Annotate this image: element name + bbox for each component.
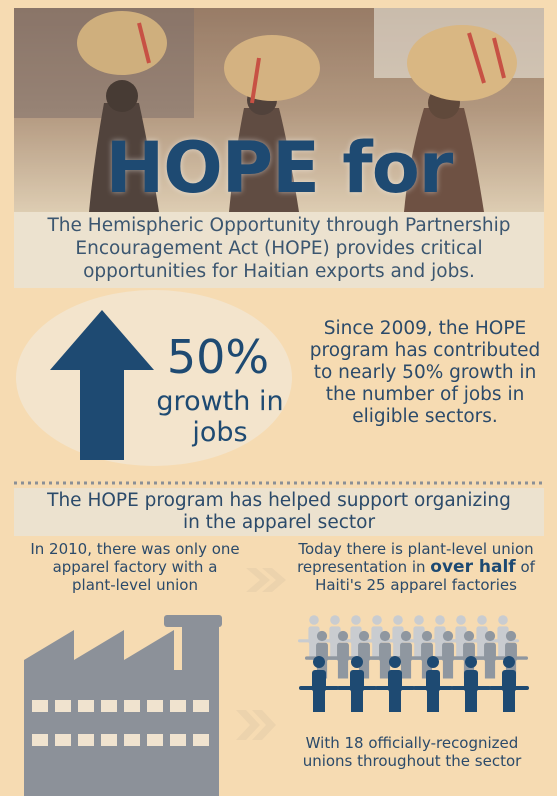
stat-description: Since 2009, the HOPE program has contrib… — [309, 318, 541, 427]
person-icon — [489, 656, 529, 712]
head — [435, 615, 445, 625]
head — [309, 615, 319, 625]
stat-graphic — [14, 290, 544, 485]
head — [414, 615, 424, 625]
legs — [337, 659, 349, 679]
factory-window — [170, 700, 186, 712]
factory-window — [193, 700, 209, 712]
legs — [414, 642, 424, 660]
head — [505, 630, 517, 642]
factory-window — [147, 734, 163, 746]
head — [477, 615, 487, 625]
person-icon — [451, 656, 491, 712]
factory-window — [124, 734, 140, 746]
head — [389, 656, 401, 668]
legs — [379, 659, 391, 679]
factory-window — [55, 734, 71, 746]
head — [427, 656, 439, 668]
person-icon — [473, 630, 507, 679]
legs — [313, 690, 325, 712]
intro-text: The Hemispheric Opportunity through Part… — [47, 215, 511, 282]
head — [351, 615, 361, 625]
factory-window — [193, 734, 209, 746]
legs — [477, 642, 487, 660]
factory-window — [101, 734, 117, 746]
factory-window — [101, 700, 117, 712]
section-heading: The HOPE program has helped support orga… — [47, 490, 511, 533]
legs — [400, 659, 412, 679]
legs — [351, 642, 361, 660]
after-prefix: Today there is plant-level union represe… — [297, 540, 534, 576]
factory-window — [32, 734, 48, 746]
legs — [316, 659, 328, 679]
factory-window — [78, 700, 94, 712]
legs — [389, 690, 401, 712]
legs — [372, 642, 382, 660]
head — [463, 630, 475, 642]
person-icon — [375, 656, 415, 712]
head — [498, 615, 508, 625]
legs — [421, 659, 433, 679]
head — [358, 630, 370, 642]
after-emphasis: over half — [430, 557, 516, 577]
legs — [309, 642, 319, 660]
factory-window — [170, 734, 186, 746]
legs — [484, 659, 496, 679]
illustrations — [24, 568, 529, 796]
intro-band — [14, 212, 544, 288]
person-icon — [413, 656, 453, 712]
head — [503, 656, 515, 668]
after-suffix: of Haiti's 25 apparel factories — [315, 558, 535, 594]
person-icon — [337, 656, 377, 712]
factory-window — [55, 700, 71, 712]
stat-caption: growth in jobs — [156, 386, 284, 448]
legs — [435, 642, 445, 660]
person-icon — [319, 615, 351, 660]
head — [337, 630, 349, 642]
head — [456, 615, 466, 625]
factory-window — [147, 700, 163, 712]
factory-window — [124, 700, 140, 712]
legs — [427, 690, 439, 712]
factory-window — [78, 734, 94, 746]
person-icon — [299, 656, 339, 712]
legs — [358, 659, 370, 679]
stat-figure: 50% — [166, 330, 270, 384]
head — [351, 656, 363, 668]
legs — [456, 642, 466, 660]
head — [421, 630, 433, 642]
factory-window — [32, 700, 48, 712]
head — [484, 630, 496, 642]
person-icon — [326, 630, 360, 679]
legs — [505, 659, 517, 679]
legs — [442, 659, 454, 679]
head — [313, 656, 325, 668]
after-text: Today there is plant-level union represe… — [282, 540, 550, 594]
head — [442, 630, 454, 642]
head — [372, 615, 382, 625]
header-photo — [14, 8, 544, 212]
legs — [330, 642, 340, 660]
head — [465, 656, 477, 668]
before-text: In 2010, there was only one apparel fact… — [30, 540, 240, 594]
legs — [393, 642, 403, 660]
legs — [351, 690, 363, 712]
legs — [498, 642, 508, 660]
head — [379, 630, 391, 642]
head — [316, 630, 328, 642]
legs — [465, 690, 477, 712]
legs — [503, 690, 515, 712]
head — [393, 615, 403, 625]
head — [400, 630, 412, 642]
section-band — [14, 488, 544, 536]
legs — [463, 659, 475, 679]
head — [330, 615, 340, 625]
unions-text: With 18 officially-recognized unions thr… — [302, 734, 522, 770]
